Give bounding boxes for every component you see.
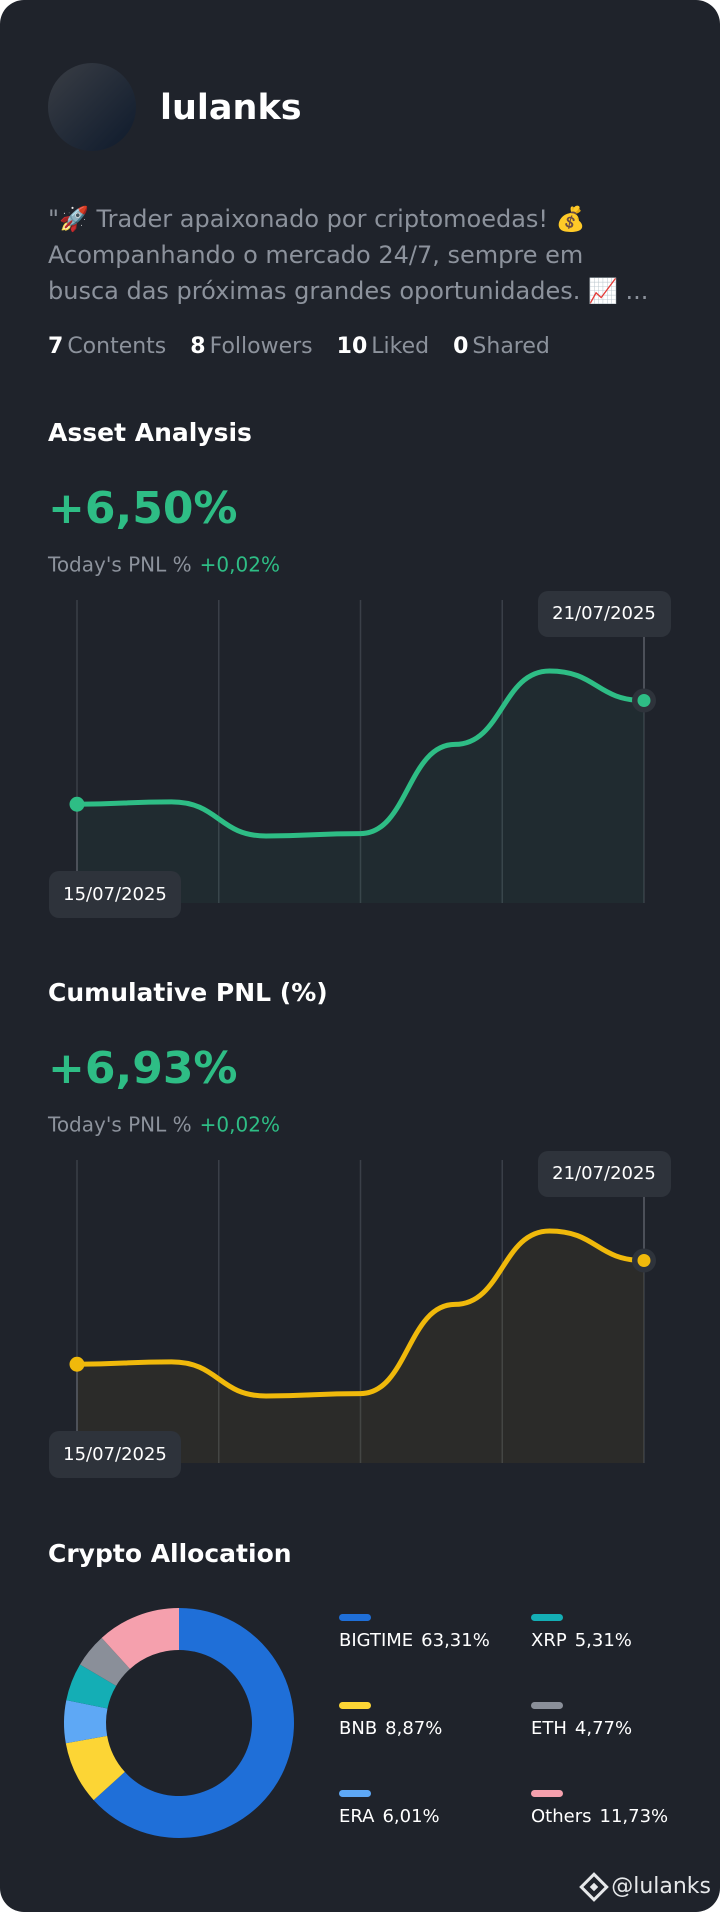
stat-label: Liked — [371, 334, 429, 359]
date-tooltip — [49, 1431, 181, 1478]
legend-swatch — [531, 1614, 563, 1621]
date-tooltip — [49, 871, 181, 918]
line-chart-section: Cumulative PNL (%) +6,93% Today's PNL % +0,… — [47, 978, 671, 1478]
legend-value: 4,77% — [575, 1718, 632, 1739]
bio: busca das próximas grandes oportunidades… — [48, 277, 648, 305]
date-label: 21/07/2025 — [552, 1163, 656, 1184]
stat-value: 7 — [48, 334, 63, 359]
section-title: Asset Analysis — [48, 418, 252, 447]
start-dot — [69, 796, 85, 812]
line — [74, 668, 647, 839]
footer: @lulanks — [579, 1872, 711, 1902]
legend-swatch — [339, 1790, 371, 1797]
legend-name: BIGTIME — [339, 1630, 413, 1651]
date-tooltip — [538, 1151, 671, 1197]
donut-slice — [101, 1607, 179, 1669]
date-label: 15/07/2025 — [63, 884, 167, 905]
legend-name: BNB — [339, 1718, 377, 1739]
stat-value: 0 — [453, 334, 468, 359]
end-dot — [637, 1254, 651, 1268]
area — [77, 671, 644, 903]
stat-value: 8 — [190, 334, 205, 359]
legend-name: ETH — [531, 1718, 567, 1739]
pnl-value: +0,02% — [200, 1113, 280, 1137]
legend-value: 63,31% — [421, 1630, 490, 1651]
stat-label: Followers — [210, 334, 313, 359]
start-dot — [69, 1356, 85, 1372]
stat-label: Contents — [67, 334, 166, 359]
area — [77, 1231, 644, 1463]
donut-slice — [63, 1700, 108, 1744]
legend-value: 8,87% — [385, 1718, 442, 1739]
bio: Acompanhando o mercado 24/7, sempre em — [48, 241, 583, 269]
date-tooltip — [538, 591, 671, 637]
section-title: Crypto Allocation — [48, 1539, 292, 1568]
legend-swatch — [339, 1702, 371, 1709]
date-label: 21/07/2025 — [552, 603, 656, 624]
stat-label: Shared — [472, 334, 549, 359]
legend-name: XRP — [531, 1630, 567, 1651]
headline-value: +6,50% — [48, 483, 238, 534]
line — [74, 1228, 647, 1399]
legend-name: ERA — [339, 1806, 375, 1827]
legend-value: 11,73% — [600, 1806, 669, 1827]
donut-slice — [93, 1608, 295, 1838]
legend-swatch — [531, 1702, 563, 1709]
legend-value: 6,01% — [382, 1806, 439, 1827]
donut-slice — [66, 1664, 117, 1709]
stat-value: 10 — [337, 334, 368, 359]
avatar[interactable] — [48, 63, 136, 151]
line-chart-section: Asset Analysis +6,50% Today's PNL % +0,02% 2… — [47, 418, 671, 918]
end-dot — [637, 694, 651, 708]
allocation-section: Crypto Allocation BIGTIME 63,31% BNB 8,87% ER… — [48, 1539, 668, 1838]
pnl-label: Today's PNL % — [47, 553, 192, 577]
date-label: 15/07/2025 — [63, 1444, 167, 1465]
pnl-label: Today's PNL % — [47, 1113, 192, 1137]
username[interactable]: lulanks — [160, 88, 302, 128]
bio: "🚀 Trader apaixonado por criptomoedas! 💰 — [48, 205, 586, 233]
donut-slice — [65, 1735, 125, 1801]
legend-swatch — [531, 1790, 563, 1797]
pnl-value: +0,02% — [200, 553, 280, 577]
donut-slice — [80, 1637, 130, 1686]
legend-swatch — [339, 1614, 371, 1621]
footer-handle[interactable]: @lulanks — [611, 1874, 711, 1899]
headline-value: +6,93% — [48, 1043, 238, 1094]
legend-name: Others — [531, 1806, 592, 1827]
section-title: Cumulative PNL (%) — [48, 978, 328, 1007]
legend-value: 5,31% — [575, 1630, 632, 1651]
